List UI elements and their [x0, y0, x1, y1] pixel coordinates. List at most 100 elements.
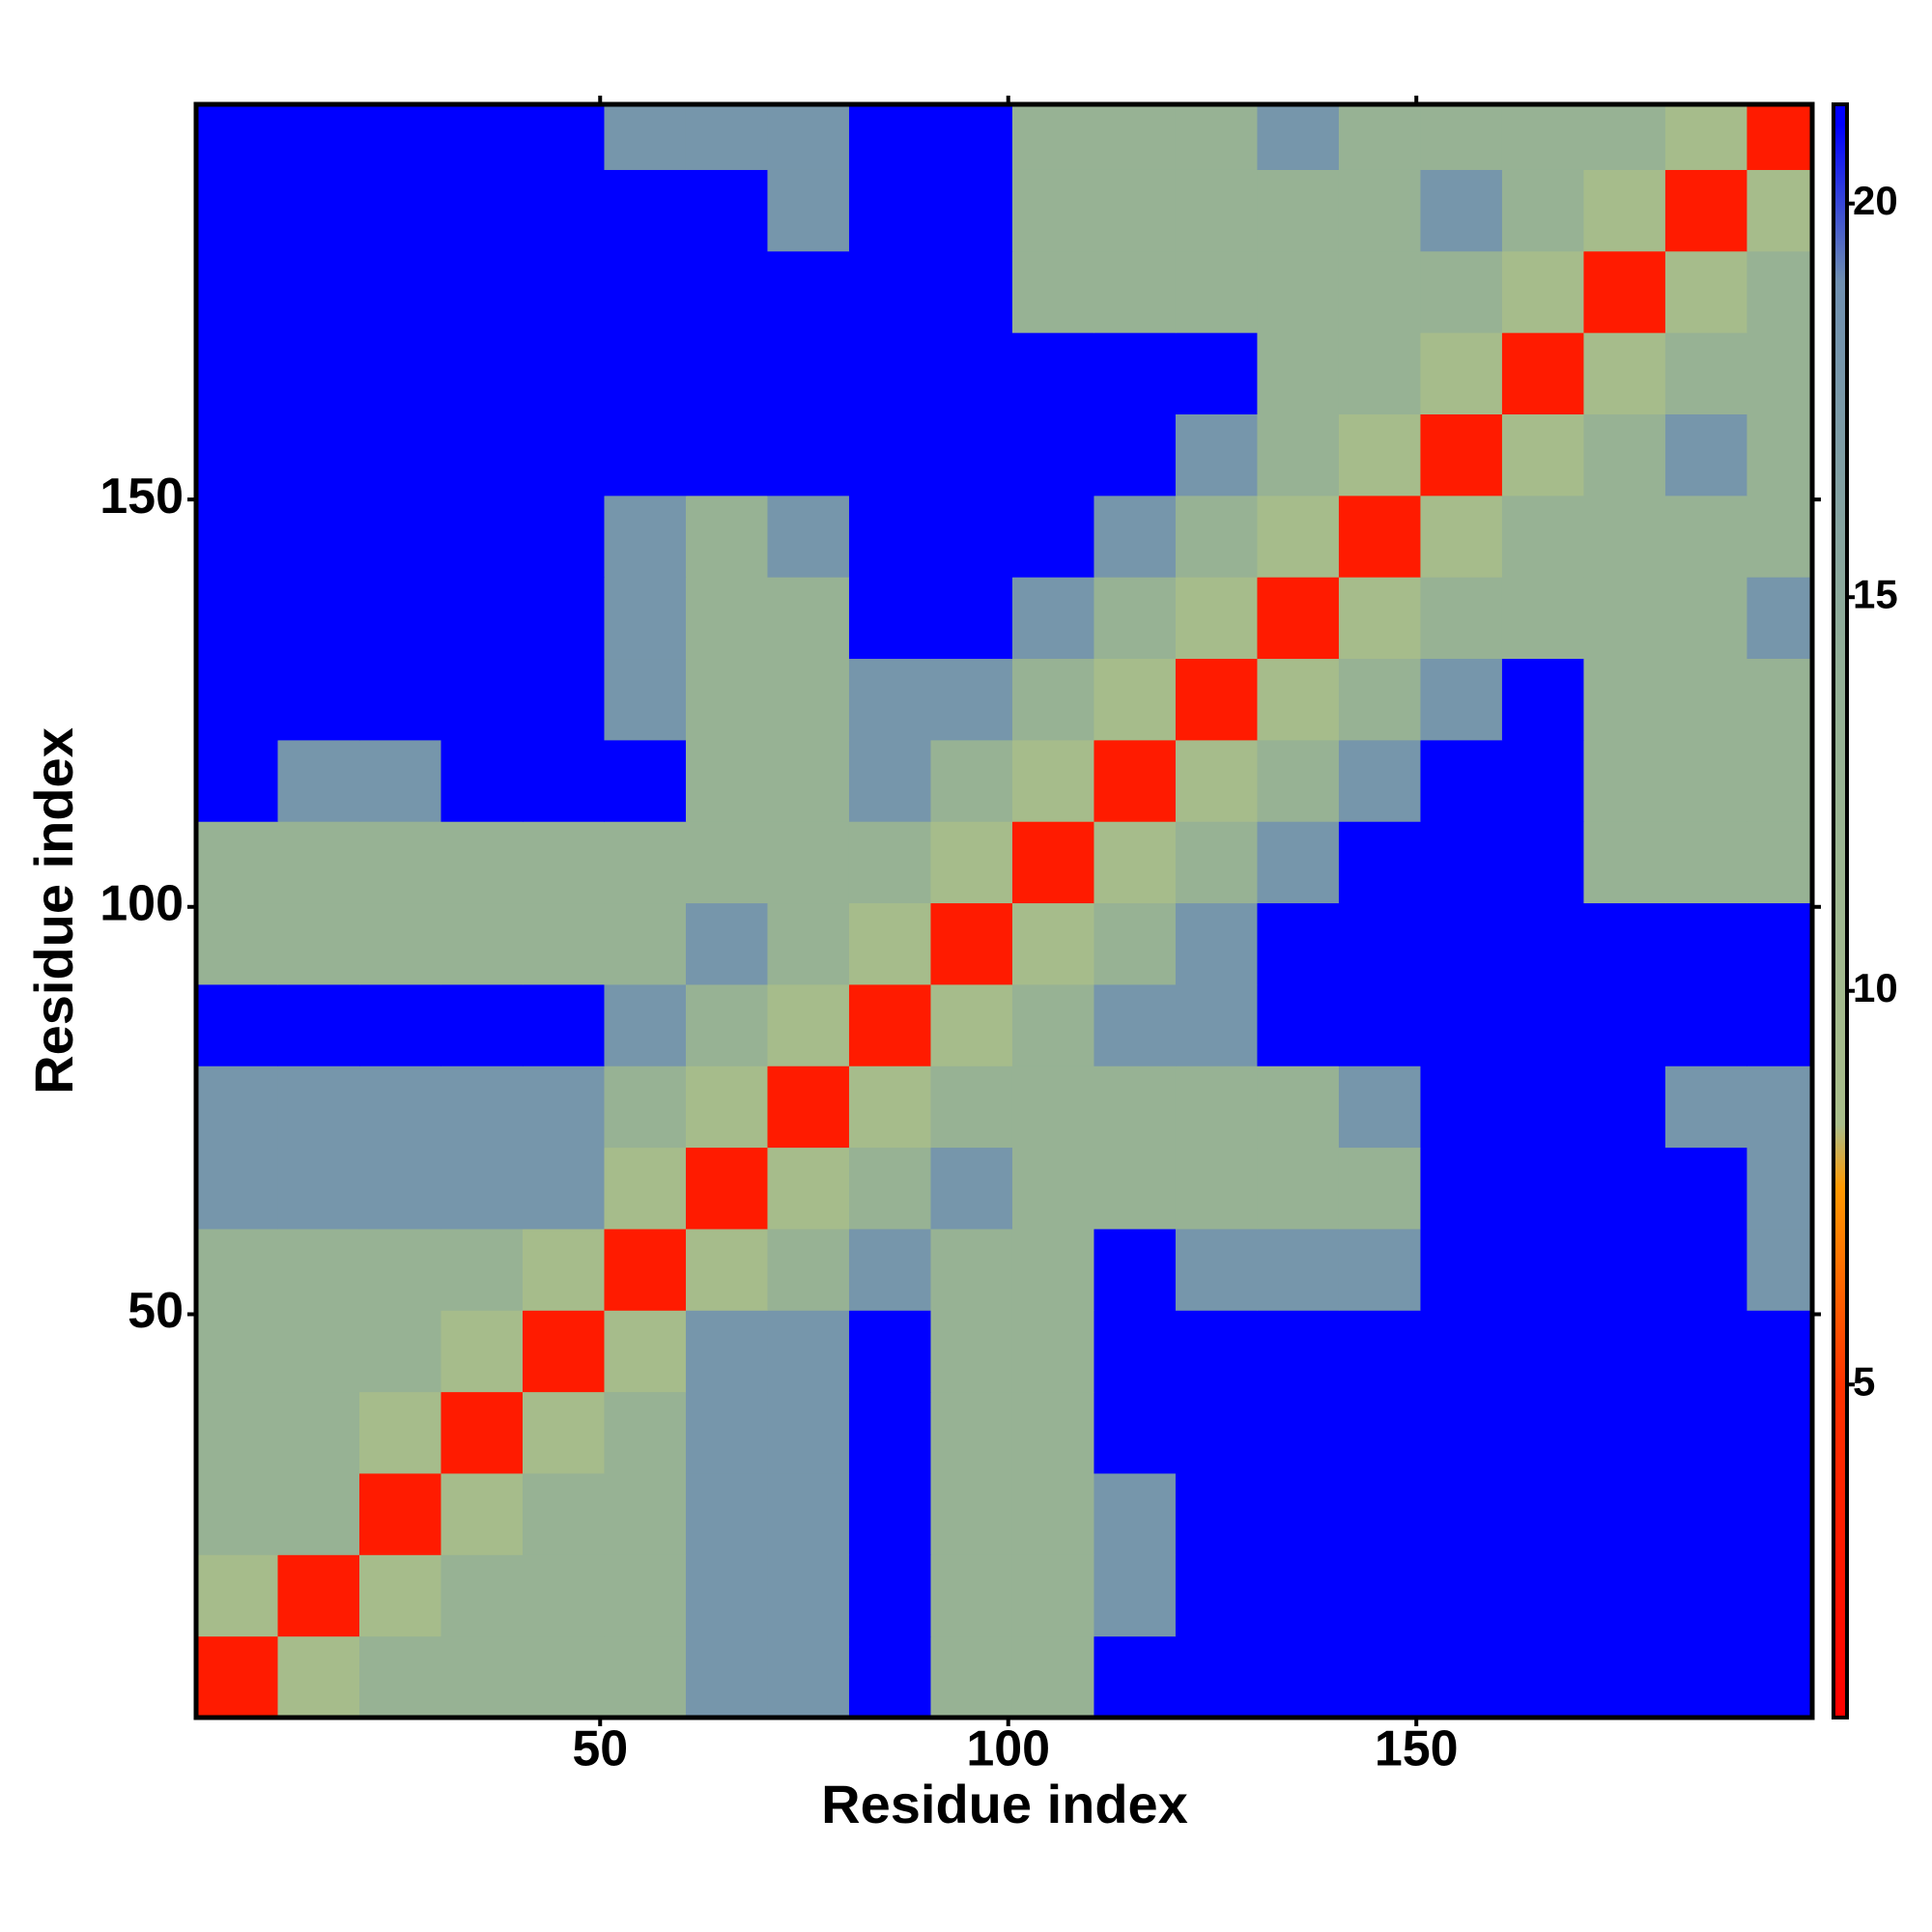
heatmap-cell	[1501, 739, 1584, 822]
heatmap-cell	[277, 1635, 360, 1719]
heatmap-cell	[522, 739, 605, 822]
heatmap-cell	[1094, 250, 1177, 333]
heatmap-cell	[277, 658, 360, 741]
heatmap-cell	[767, 658, 850, 741]
heatmap-cell	[848, 739, 931, 822]
heatmap-cell	[1420, 250, 1503, 333]
heatmap-cell	[522, 821, 605, 904]
heatmap-cell	[767, 1391, 850, 1474]
heatmap-cell	[277, 983, 360, 1066]
heatmap-cell	[685, 104, 768, 170]
heatmap-cell	[1175, 104, 1258, 170]
heatmap-cell	[1175, 739, 1258, 822]
heatmap-cell	[1175, 1310, 1258, 1393]
heatmap-cell	[767, 1472, 850, 1555]
heatmap-cell	[1583, 1472, 1666, 1555]
heatmap-cell	[1747, 1310, 1813, 1393]
heatmap-cell	[1664, 169, 1747, 252]
heatmap-cell	[767, 1554, 850, 1637]
heatmap-cell	[358, 169, 441, 252]
heatmap-cell	[1011, 821, 1094, 904]
heatmap-cell	[1501, 413, 1584, 497]
heatmap-cell	[848, 104, 931, 170]
heatmap-cell	[848, 1391, 931, 1474]
heatmap-cell	[1664, 1310, 1747, 1393]
heatmap-cell	[358, 1065, 441, 1149]
heatmap-cell	[930, 1228, 1013, 1311]
heatmap-cell	[1420, 495, 1503, 578]
heatmap-cell	[1747, 332, 1813, 415]
heatmap-cell	[848, 332, 931, 415]
heatmap-cell	[196, 169, 278, 252]
heatmap-cell	[1664, 413, 1747, 497]
heatmap-cell	[1747, 1228, 1813, 1311]
heatmap-cell	[1501, 1228, 1584, 1311]
heatmap-cell	[604, 577, 687, 660]
heatmap-cell	[1011, 1554, 1094, 1637]
heatmap-cell	[685, 1635, 768, 1719]
heatmap-cell	[604, 495, 687, 578]
heatmap-cell	[1257, 1310, 1340, 1393]
heatmap-cell	[1257, 1065, 1340, 1149]
heatmap-cell	[522, 104, 605, 170]
heatmap-cell	[1420, 104, 1503, 170]
heatmap-cell	[1420, 1391, 1503, 1474]
heatmap-cell	[1583, 413, 1666, 497]
heatmap-cell	[1338, 1391, 1421, 1474]
colorbar-tick-label: 5	[1853, 1358, 1875, 1404]
heatmap-cell	[1747, 1147, 1813, 1230]
heatmap-cell	[930, 1554, 1013, 1637]
heatmap-cell	[930, 1310, 1013, 1393]
heatmap-cell	[277, 821, 360, 904]
heatmap-cell	[685, 169, 768, 252]
heatmap-cell	[685, 902, 768, 985]
heatmap-cell	[1583, 169, 1666, 252]
heatmap-cell	[1094, 413, 1177, 497]
heatmap-cell	[1011, 413, 1094, 497]
heatmap-cell	[767, 250, 850, 333]
heatmap-cell	[767, 983, 850, 1066]
heatmap-cell	[1094, 495, 1177, 578]
heatmap-cell	[358, 495, 441, 578]
heatmap-cell	[767, 1310, 850, 1393]
heatmap-cell	[1420, 983, 1503, 1066]
heatmap-cell	[848, 1310, 931, 1393]
heatmap-cell	[685, 413, 768, 497]
heatmap-cell	[440, 1391, 524, 1474]
heatmap-cell	[1011, 577, 1094, 660]
heatmap-cell	[1583, 250, 1666, 333]
heatmap-cell	[604, 1065, 687, 1149]
heatmap-cell	[1338, 1554, 1421, 1637]
heatmap-cell	[604, 658, 687, 741]
heatmap-cell	[522, 1554, 605, 1637]
heatmap-cell	[1747, 739, 1813, 822]
heatmap-cell	[1094, 577, 1177, 660]
heatmap-cell	[1501, 169, 1584, 252]
heatmap-cell	[1583, 1310, 1666, 1393]
heatmap-cell	[1257, 495, 1340, 578]
heatmap-cell	[930, 332, 1013, 415]
heatmap-cell	[1501, 658, 1584, 741]
heatmap-cell	[1011, 169, 1094, 252]
heatmap-cell	[1501, 332, 1584, 415]
heatmap-cell	[604, 1472, 687, 1555]
heatmap-cell	[522, 658, 605, 741]
heatmap-cell	[1094, 658, 1177, 741]
heatmap-cell	[1094, 983, 1177, 1066]
heatmap-cell	[277, 1228, 360, 1311]
heatmap-cell	[1257, 169, 1340, 252]
x-tick-label: 150	[1375, 1721, 1459, 1777]
heatmap-cell	[685, 1147, 768, 1230]
heatmap-cell	[277, 169, 360, 252]
heatmap-cell	[685, 250, 768, 333]
heatmap-cell	[196, 1065, 278, 1149]
heatmap-cell	[1338, 902, 1421, 985]
heatmap-cell	[1338, 169, 1421, 252]
heatmap-cell	[277, 104, 360, 170]
heatmap-cell	[848, 1635, 931, 1719]
heatmap-cell	[1011, 902, 1094, 985]
heatmap-cell	[1011, 250, 1094, 333]
heatmap-cell	[685, 1310, 768, 1393]
heatmap-cell	[767, 169, 850, 252]
